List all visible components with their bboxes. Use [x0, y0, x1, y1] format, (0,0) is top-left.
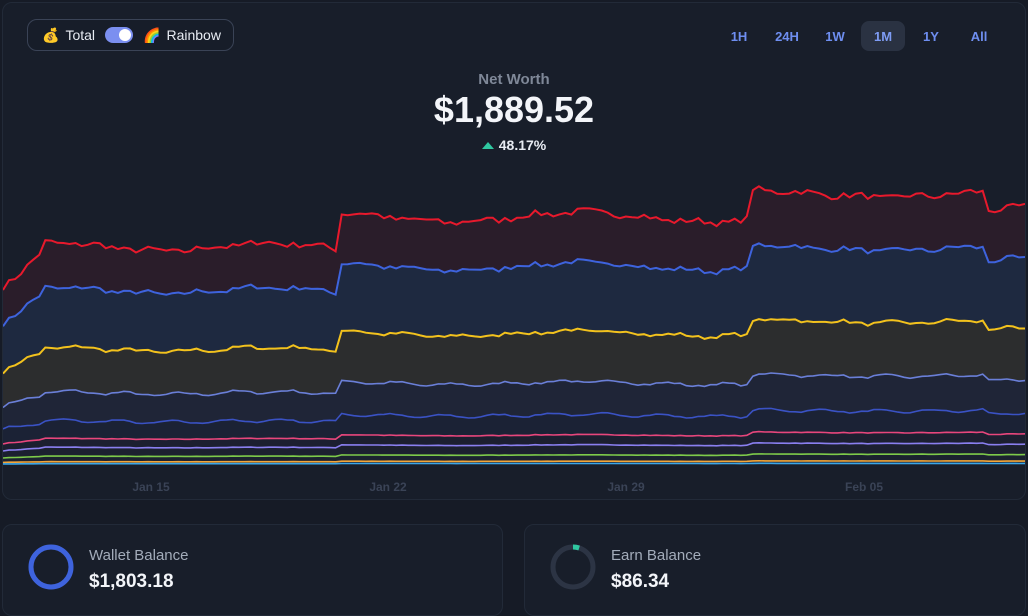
wallet-balance-label: Wallet Balance: [89, 547, 189, 564]
wallet-balance-card[interactable]: Wallet Balance $1,803.18: [2, 524, 503, 616]
x-tick-label: Feb 05: [845, 480, 883, 494]
wallet-balance-value: $1,803.18: [89, 571, 174, 592]
time-range-selector: 1H 24H 1W 1M 1Y All: [717, 21, 1001, 51]
wallet-ring-icon: [28, 544, 74, 590]
earn-balance-label: Earn Balance: [611, 547, 702, 564]
series-line-2: [3, 317, 1025, 375]
range-1y-button[interactable]: 1Y: [923, 28, 939, 44]
arrow-up-icon: [481, 142, 494, 149]
range-1h-button[interactable]: 1H: [730, 28, 748, 44]
net-worth-chart-card: Jan 15 Jan 22 Jan 29 Feb 05 💰 Total 🌈 Rainb…: [2, 2, 1026, 500]
net-worth-change-percent: 48.17%: [498, 137, 547, 153]
series-line-8: [3, 459, 1025, 464]
range-1m-button[interactable]: 1M: [861, 21, 905, 51]
total-rainbow-toggle[interactable]: 💰 Total 🌈 Rainbow: [27, 19, 234, 51]
x-tick-label: Jan 29: [607, 480, 645, 494]
earn-balance-card[interactable]: Earn Balance $86.34: [524, 524, 1026, 616]
series-line-3: [3, 372, 1025, 409]
view-switch[interactable]: [105, 27, 134, 43]
switch-knob: [119, 29, 132, 41]
rainbow-icon: 🌈: [143, 27, 161, 43]
earn-ring-icon: [550, 544, 596, 590]
series-line-9: [3, 462, 1025, 465]
x-tick-label: Jan 22: [369, 480, 407, 494]
series-line-1: [3, 242, 1025, 327]
series-line-0: [3, 185, 1025, 291]
range-all-button[interactable]: All: [970, 28, 988, 44]
net-worth-label: Net Worth: [478, 71, 550, 88]
net-worth-change: 48.17%: [3, 137, 1025, 153]
x-tick-label: Jan 15: [132, 480, 170, 494]
series-line-4: [3, 407, 1025, 430]
range-24h-button[interactable]: 24H: [775, 28, 799, 44]
money-bag-icon: 💰: [42, 27, 60, 43]
toggle-label-total: Total: [65, 27, 96, 43]
series-line-5: [3, 430, 1025, 445]
toggle-label-rainbow: Rainbow: [166, 27, 221, 43]
earn-balance-value: $86.34: [611, 571, 670, 592]
net-worth-area-chart[interactable]: Jan 15 Jan 22 Jan 29 Feb 05: [3, 3, 1025, 499]
net-worth-value: $1,889.52: [433, 89, 595, 130]
series-line-7: [3, 453, 1025, 459]
series-line-6: [3, 441, 1025, 452]
range-1w-button[interactable]: 1W: [825, 28, 845, 44]
